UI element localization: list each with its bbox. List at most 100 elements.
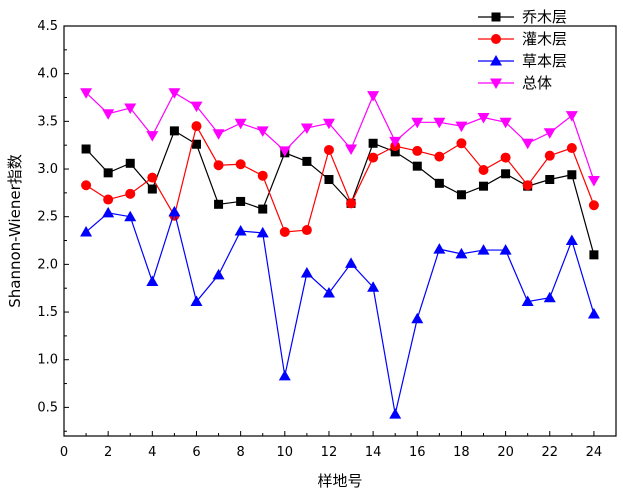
data-point [345,257,358,268]
series-line [85,124,595,233]
data-point [168,205,181,217]
data-point [455,121,468,133]
data-point [214,199,224,209]
data-point [345,144,358,155]
data-point [323,144,334,155]
data-point [213,160,224,171]
data-point [522,180,533,191]
data-point [412,161,422,171]
data-point [279,226,290,237]
legend-label: 灌木层 [522,30,567,48]
data-point [301,225,312,236]
x-tick-label: 10 [277,445,294,460]
data-point [190,101,203,113]
y-tick-label: 4.0 [37,67,58,82]
data-point [588,200,599,211]
y-tick-label: 1.5 [37,305,58,320]
data-point [125,158,135,168]
data-point [567,170,577,180]
y-tick-label: 0.5 [37,400,58,415]
data-point [169,126,179,136]
data-point [545,175,555,185]
data-point [390,147,400,157]
series-4 [80,88,600,187]
legend-marker [490,78,502,89]
data-point [479,181,489,191]
data-point [257,170,268,181]
y-axis-title: Shannon-Wiener指数 [6,154,24,308]
data-point [434,178,444,188]
data-point [300,123,313,135]
data-point [368,138,378,148]
data-point [543,291,556,303]
data-point [124,103,137,114]
data-point [278,146,291,157]
data-point [500,152,511,163]
data-point [544,150,555,161]
x-tick-label: 2 [104,445,112,460]
data-point [367,91,380,102]
y-tick-label: 4.5 [37,19,58,34]
data-point [190,295,203,307]
data-point [147,172,158,183]
data-point [256,126,269,137]
data-point [587,175,600,187]
x-tick-label: 12 [321,445,338,460]
legend-marker [490,55,502,66]
data-point [587,307,600,319]
data-point [146,131,159,142]
series-line [85,129,595,255]
legend-item: 总体 [478,74,552,92]
series-2 [81,121,599,237]
data-point [258,204,268,214]
data-point [368,152,379,163]
legend-marker [491,12,501,22]
legend-item: 灌木层 [478,30,567,48]
series-3 [80,205,600,419]
data-point [147,184,157,194]
legend-label: 总体 [522,74,552,92]
data-point [346,198,357,209]
data-point [389,136,402,148]
data-point [81,144,91,154]
data-point [499,117,512,129]
data-point [389,408,402,419]
legend-item: 草本层 [478,52,567,70]
data-point [456,190,466,200]
data-point [102,206,115,218]
data-point [103,194,114,205]
y-tick-label: 1.0 [37,353,58,368]
series-line [85,91,595,181]
plot-frame [63,25,617,437]
data-point [102,109,115,120]
x-tick-label: 14 [365,445,382,460]
data-point [234,225,247,236]
data-point [234,118,247,130]
data-point [81,180,92,191]
x-tick-label: 20 [497,445,514,460]
y-tick-label: 2.0 [37,257,58,272]
data-point [191,121,202,132]
data-point [433,243,446,254]
x-tick-label: 8 [236,445,244,460]
data-point [434,151,445,162]
series-1 [81,126,599,260]
data-point [80,225,93,237]
data-point [477,244,490,255]
x-tick-label: 4 [148,445,156,460]
data-point [212,268,225,280]
x-tick-label: 16 [409,445,426,460]
x-tick-label: 0 [60,445,68,460]
series-layer [80,88,600,419]
data-point [589,250,599,260]
legend-label: 草本层 [522,52,567,70]
data-point [191,139,201,149]
data-point [300,266,313,278]
data-point [566,143,577,154]
legend-item: 乔木层 [478,8,567,26]
data-point [499,244,512,255]
data-point [146,275,159,287]
data-point [456,138,467,149]
